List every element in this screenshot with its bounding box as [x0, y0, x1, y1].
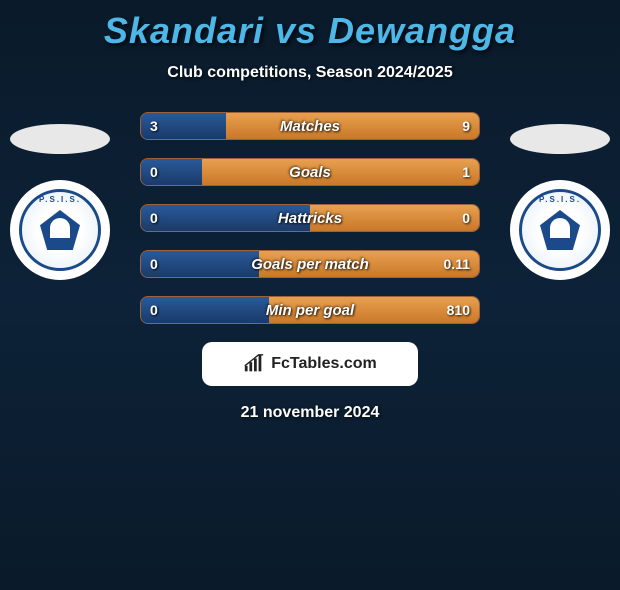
stats-container: 39Matches 01Goals 00Hattricks 00.11Goals pe…: [140, 112, 480, 324]
stat-label: Goals: [140, 164, 480, 181]
club-badge-left: P.S.I.S.: [10, 180, 110, 280]
comparison-body: P.S.I.S. P.S.I.S. 39Matches 01Goals 00Hatt…: [0, 112, 620, 422]
stat-row: 00Hattricks: [140, 204, 480, 232]
brand-badge: FcTables.com: [202, 342, 418, 386]
stat-row: 39Matches: [140, 112, 480, 140]
stat-label: Hattricks: [140, 210, 480, 227]
flag-right: [510, 124, 610, 154]
comparison-title: Skandari vs Dewangga: [0, 10, 620, 52]
flag-left: [10, 124, 110, 154]
stat-label: Min per goal: [140, 302, 480, 319]
brand-text: FcTables.com: [271, 355, 377, 373]
stat-row: 0810Min per goal: [140, 296, 480, 324]
club-badge-right-inner: P.S.I.S.: [519, 189, 601, 271]
club-emblem-icon: [540, 210, 580, 250]
club-emblem-icon: [40, 210, 80, 250]
comparison-date: 21 november 2024: [0, 404, 620, 422]
stat-label: Matches: [140, 118, 480, 135]
club-badge-right-text: P.S.I.S.: [539, 195, 581, 204]
bar-chart-icon: [243, 353, 265, 375]
club-badge-left-inner: P.S.I.S.: [19, 189, 101, 271]
stat-row: 00.11Goals per match: [140, 250, 480, 278]
stat-label: Goals per match: [140, 256, 480, 273]
club-badge-right: P.S.I.S.: [510, 180, 610, 280]
stat-row: 01Goals: [140, 158, 480, 186]
comparison-subtitle: Club competitions, Season 2024/2025: [0, 64, 620, 82]
club-badge-left-text: P.S.I.S.: [39, 195, 81, 204]
